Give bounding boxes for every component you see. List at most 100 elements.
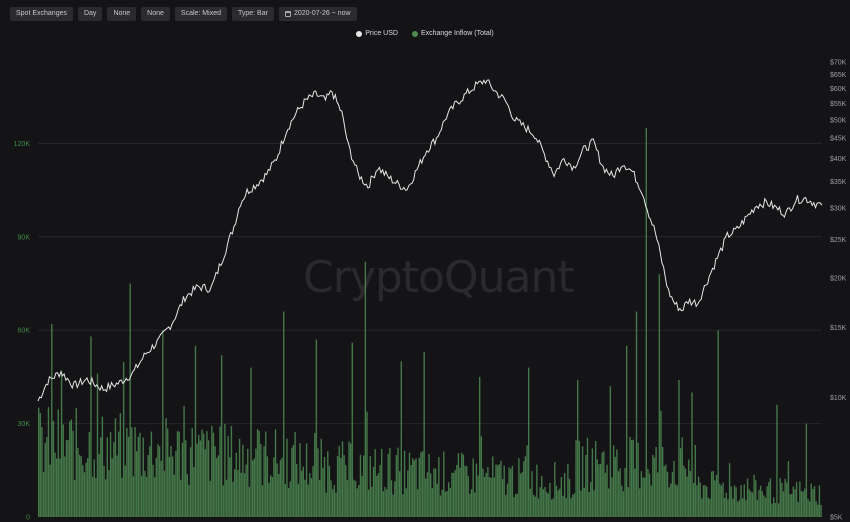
inflow-bar xyxy=(702,485,705,517)
inflow-bar xyxy=(430,473,432,517)
inflow-bar xyxy=(642,477,644,517)
inflow-bar xyxy=(122,362,125,517)
date-range-picker[interactable]: 2020-07-26 ~ now xyxy=(278,7,357,21)
inflow-bar xyxy=(547,493,549,517)
inflow-bar xyxy=(132,476,135,517)
inflow-bar xyxy=(433,468,435,517)
inflow-bar xyxy=(804,488,806,517)
inflow-bar xyxy=(580,490,582,517)
inflow-bar xyxy=(632,439,634,517)
inflow-bar xyxy=(336,456,339,517)
inflow-bar xyxy=(183,405,185,517)
inflow-bar xyxy=(384,486,386,517)
inflow-bar xyxy=(588,492,590,517)
right-axis-tick: $25K xyxy=(830,237,847,244)
inflow-bar xyxy=(377,473,380,517)
inflow-bar xyxy=(80,456,82,517)
inflow-bar xyxy=(807,498,809,517)
inflow-bar xyxy=(318,480,321,517)
inflow-bar xyxy=(601,452,603,517)
inflow-bar xyxy=(741,498,744,517)
inflow-bar xyxy=(286,438,288,517)
inflow-bar xyxy=(572,494,574,517)
inflow-bar xyxy=(565,498,567,517)
inflow-bar xyxy=(815,501,817,517)
inflow-bar xyxy=(594,441,597,517)
inflow-bar xyxy=(627,487,630,517)
inflow-bar xyxy=(496,465,499,517)
inflow-bar xyxy=(356,488,358,517)
inflow-bar xyxy=(207,440,210,517)
inflow-bar xyxy=(251,460,254,517)
scale-select[interactable]: Scale: Mixed xyxy=(174,7,227,21)
inflow-bar xyxy=(503,465,505,517)
inflow-bar xyxy=(229,457,231,517)
inflow-bar xyxy=(745,499,747,517)
left-axis-tick: 90K xyxy=(18,234,31,241)
inflow-bar xyxy=(459,467,461,517)
inflow-bar xyxy=(405,488,407,517)
inflow-bar xyxy=(85,462,87,517)
smoothing-select-2[interactable]: None xyxy=(141,7,170,21)
inflow-bar xyxy=(552,498,554,517)
inflow-bar xyxy=(266,456,269,517)
chart-type-select[interactable]: Type: Bar xyxy=(231,7,274,21)
left-axis-tick: 0 xyxy=(26,515,30,522)
inflow-bar xyxy=(299,443,301,517)
inflow-bar xyxy=(371,486,373,517)
chart-type-label: Type: Bar xyxy=(237,10,268,17)
inflow-bar xyxy=(284,484,287,517)
inflow-bar xyxy=(617,471,620,517)
inflow-bar xyxy=(441,489,443,517)
inflow-bar xyxy=(500,460,502,517)
smoothing-label-2: None xyxy=(147,10,164,17)
inflow-bar xyxy=(353,479,355,517)
inflow-bar xyxy=(423,352,425,517)
inflow-bar xyxy=(784,478,786,517)
legend-item-price[interactable]: Price USD xyxy=(356,30,398,37)
inflow-bar xyxy=(153,477,156,517)
inflow-bar xyxy=(606,464,608,517)
inflow-bar xyxy=(763,495,765,517)
inflow-bar xyxy=(715,475,718,517)
inflow-bar xyxy=(420,452,422,517)
inflow-bar xyxy=(242,444,244,517)
inflow-bar xyxy=(612,445,615,517)
inflow-bar xyxy=(614,456,616,517)
inflow-bar xyxy=(88,432,91,517)
inflow-bar xyxy=(126,427,128,517)
left-axis-tick: 120K xyxy=(14,141,31,148)
inflow-bar xyxy=(454,470,456,517)
inflow-bar xyxy=(676,485,679,517)
inflow-bar xyxy=(619,468,621,517)
inflow-bar xyxy=(795,482,798,517)
inflow-bar xyxy=(492,456,494,517)
inflow-bar xyxy=(114,418,117,517)
inflow-bar xyxy=(279,460,282,517)
inflow-bar xyxy=(425,478,427,517)
inflow-bar xyxy=(528,367,530,517)
inflow-bar xyxy=(69,421,71,517)
inflow-bar xyxy=(728,463,731,517)
calendar-icon xyxy=(284,11,291,17)
exchange-select[interactable]: Spot Exchanges xyxy=(10,7,73,21)
inflow-bar xyxy=(495,464,497,517)
inflow-bar xyxy=(426,472,429,517)
inflow-bar xyxy=(157,444,159,517)
smoothing-select-1[interactable]: None xyxy=(107,7,137,21)
inflow-bar xyxy=(562,495,564,517)
inflow-bar xyxy=(171,456,174,517)
right-axis-tick: $45K xyxy=(830,136,847,143)
inflow-bar xyxy=(485,472,487,517)
inflow-bar xyxy=(514,493,517,517)
inflow-bar xyxy=(327,451,329,517)
inflow-bar xyxy=(60,370,63,517)
inflow-bar xyxy=(733,485,736,517)
inflow-bar xyxy=(300,470,303,517)
interval-select[interactable]: Day xyxy=(77,7,103,21)
inflow-bar xyxy=(49,464,51,517)
inflow-bar xyxy=(57,409,59,517)
inflow-bar xyxy=(671,472,674,517)
legend-item-inflow[interactable]: Exchange Inflow (Total) xyxy=(411,30,494,37)
inflow-bar xyxy=(320,438,322,517)
